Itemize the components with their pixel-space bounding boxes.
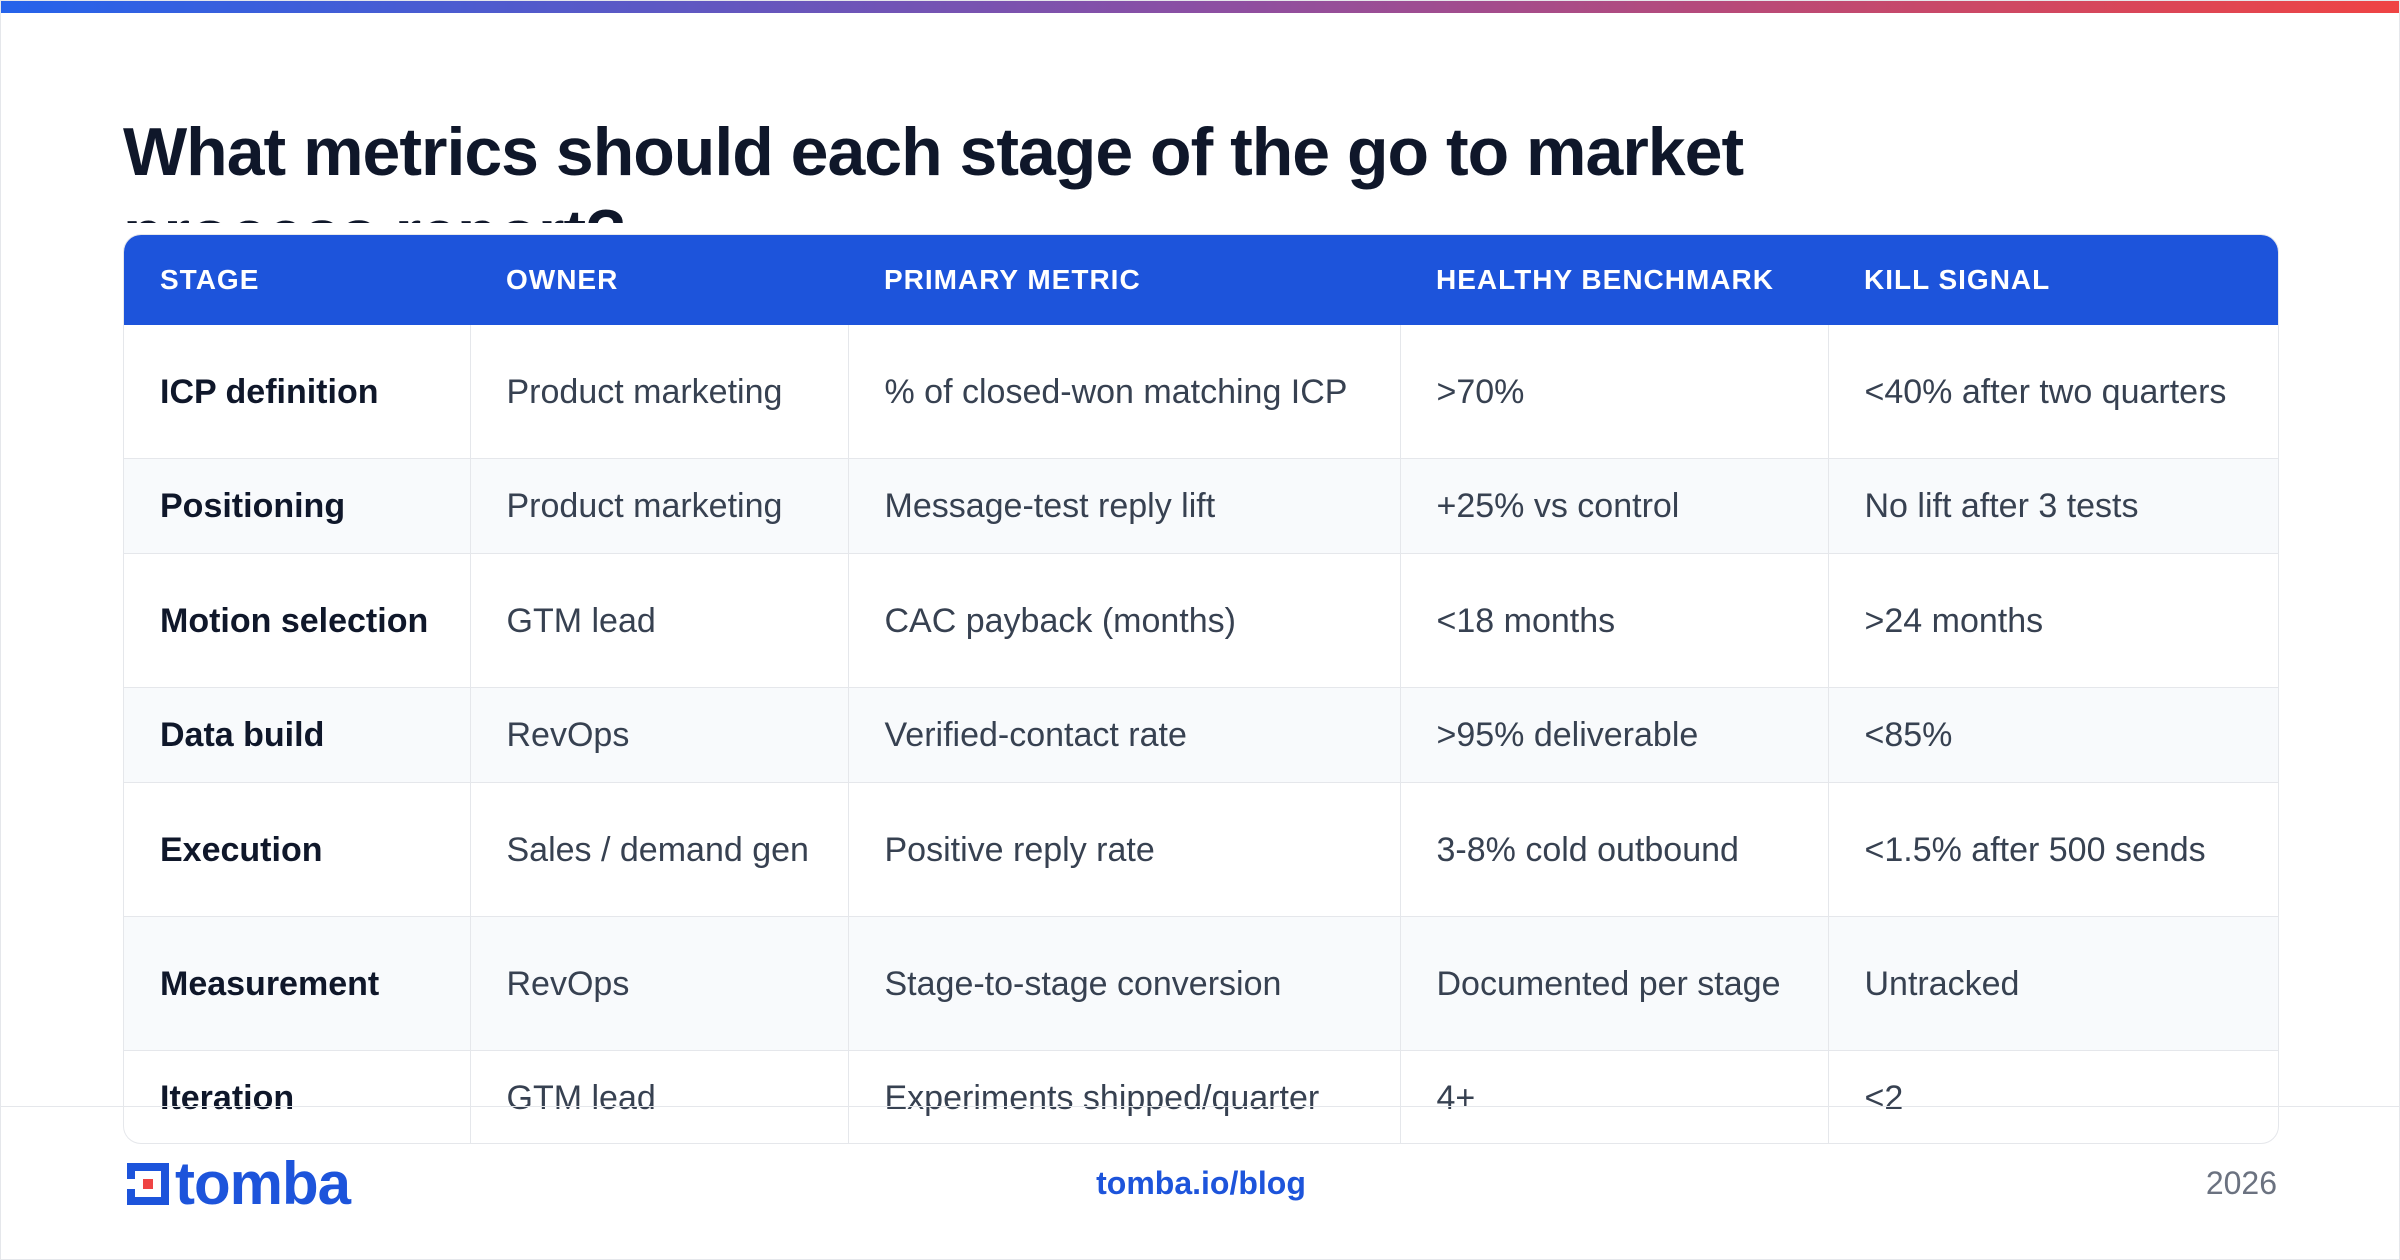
brand-logo: tomba <box>123 1150 351 1217</box>
table-row: Positioning Product marketing Message-te… <box>124 458 2278 554</box>
cell-stage: ICP definition <box>124 325 471 459</box>
page-title: What metrics should each stage of the go… <box>123 114 1744 223</box>
metrics-table: STAGE OWNER PRIMARY METRIC HEALTHY BENCH… <box>124 235 2278 1143</box>
cell-primary-metric: Verified-contact rate <box>848 687 1401 783</box>
table-row: Measurement RevOps Stage-to-stage conver… <box>124 916 2278 1051</box>
cell-kill-signal: Untracked <box>1828 916 2278 1051</box>
cell-owner: Product marketing <box>470 325 849 459</box>
cell-kill-signal: >24 months <box>1828 553 2278 688</box>
header-stage: STAGE <box>124 235 470 325</box>
cell-owner: RevOps <box>470 916 849 1051</box>
brand-name: tomba <box>175 1150 351 1217</box>
metrics-table-card: STAGE OWNER PRIMARY METRIC HEALTHY BENCH… <box>123 234 2279 1144</box>
cell-healthy-benchmark: 3-8% cold outbound <box>1400 782 1829 917</box>
cell-kill-signal: No lift after 3 tests <box>1828 458 2278 554</box>
cell-primary-metric: CAC payback (months) <box>848 553 1401 688</box>
table-row: Iteration GTM lead Experiments shipped/q… <box>124 1050 2278 1143</box>
cell-stage: Measurement <box>124 916 471 1051</box>
table-row: Motion selection GTM lead CAC payback (m… <box>124 553 2278 688</box>
table-header-row: STAGE OWNER PRIMARY METRIC HEALTHY BENCH… <box>124 235 2278 325</box>
table-row: Data build RevOps Verified-contact rate … <box>124 687 2278 783</box>
header-primary-metric: PRIMARY METRIC <box>848 235 1400 325</box>
header-healthy-benchmark: HEALTHY BENCHMARK <box>1400 235 1828 325</box>
cell-primary-metric: % of closed-won matching ICP <box>848 325 1401 459</box>
cell-stage: Data build <box>124 687 471 783</box>
cell-stage: Positioning <box>124 458 471 554</box>
cell-owner: Sales / demand gen <box>470 782 849 917</box>
cell-healthy-benchmark: 4+ <box>1400 1050 1829 1143</box>
table-row: ICP definition Product marketing % of cl… <box>124 325 2278 459</box>
cell-owner: Product marketing <box>470 458 849 554</box>
cell-owner: GTM lead <box>470 1050 849 1143</box>
cell-kill-signal: <85% <box>1828 687 2278 783</box>
cell-healthy-benchmark: +25% vs control <box>1400 458 1829 554</box>
cell-primary-metric: Experiments shipped/quarter <box>848 1050 1401 1143</box>
top-gradient-bar <box>1 1 2399 13</box>
header-owner: OWNER <box>470 235 848 325</box>
cell-stage: Execution <box>124 782 471 917</box>
cell-owner: GTM lead <box>470 553 849 688</box>
cell-kill-signal: <2 <box>1828 1050 2278 1143</box>
header-kill-signal: KILL SIGNAL <box>1828 235 2278 325</box>
cell-primary-metric: Stage-to-stage conversion <box>848 916 1401 1051</box>
cell-healthy-benchmark: >95% deliverable <box>1400 687 1829 783</box>
tomba-logo-icon <box>123 1163 169 1205</box>
cell-stage: Iteration <box>124 1050 471 1143</box>
footer-divider <box>1 1106 2399 1107</box>
cell-kill-signal: <40% after two quarters <box>1828 325 2278 459</box>
cell-primary-metric: Message-test reply lift <box>848 458 1401 554</box>
cell-primary-metric: Positive reply rate <box>848 782 1401 917</box>
footer-year: 2026 <box>2205 1165 2277 1201</box>
cell-healthy-benchmark: >70% <box>1400 325 1829 459</box>
cell-kill-signal: <1.5% after 500 sends <box>1828 782 2278 917</box>
cell-healthy-benchmark: Documented per stage <box>1400 916 1829 1051</box>
cell-stage: Motion selection <box>124 553 471 688</box>
cell-healthy-benchmark: <18 months <box>1400 553 1829 688</box>
blog-link[interactable]: tomba.io/blog <box>1096 1165 1306 1201</box>
cell-owner: RevOps <box>470 687 849 783</box>
table-row: Execution Sales / demand gen Positive re… <box>124 782 2278 917</box>
